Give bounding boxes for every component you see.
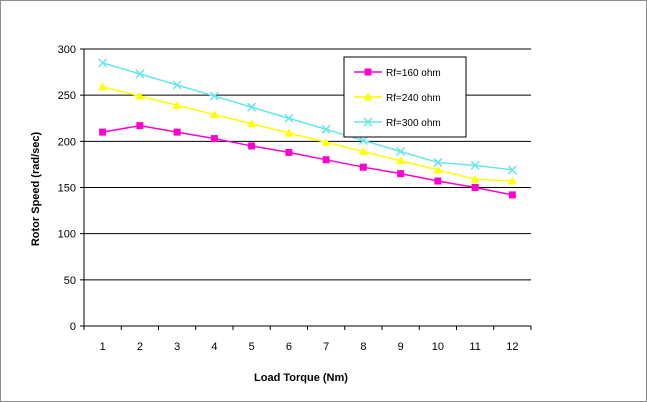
- data-point: [209, 91, 219, 101]
- series-2: [98, 82, 517, 185]
- x-tick-label: 5: [249, 341, 255, 353]
- data-point: [172, 100, 182, 109]
- legend-label: Rf=160 ohm: [386, 68, 441, 79]
- data-point: [284, 113, 294, 123]
- x-tick-label: 7: [323, 341, 329, 353]
- x-tick-label: 9: [398, 341, 404, 353]
- y-tick-label: 150: [58, 183, 76, 195]
- y-tick-label: 200: [58, 136, 76, 148]
- data-point: [358, 146, 368, 155]
- y-tick-label: 250: [58, 90, 76, 102]
- legend-marker: [364, 68, 372, 76]
- data-point: [173, 128, 181, 136]
- x-tick-labels: 1 2 3 4 5 6 7 8 9 10 11 12: [100, 341, 519, 353]
- data-point: [471, 184, 479, 191]
- data-point: [248, 142, 256, 150]
- data-point: [433, 165, 443, 174]
- data-point: [135, 91, 145, 100]
- x-tick-label: 6: [286, 341, 292, 353]
- data-point: [247, 102, 257, 112]
- data-point: [98, 82, 108, 91]
- x-axis-label: Load Torque (Nm): [254, 372, 348, 384]
- y-tick-label: 0: [70, 321, 76, 333]
- data-point: [99, 128, 107, 136]
- legend-item: Rf=300 ohm: [354, 117, 441, 129]
- series-1: [99, 122, 516, 199]
- y-tick-label: 100: [58, 229, 76, 241]
- x-tick-label: 4: [211, 341, 217, 353]
- data-point: [210, 135, 218, 143]
- data-point: [358, 135, 368, 145]
- series-group: [98, 58, 517, 199]
- data-point: [322, 156, 330, 164]
- x-tick-label: 10: [432, 341, 444, 353]
- y-axis-label: Rotor Speed (rad/sec): [30, 132, 42, 247]
- axes: [80, 48, 532, 330]
- data-point: [433, 158, 443, 168]
- series-line: [102, 62, 513, 171]
- legend-marker: [363, 92, 373, 101]
- data-point: [507, 176, 517, 185]
- data-point: [209, 110, 219, 119]
- data-point: [247, 119, 257, 128]
- data-point: [397, 170, 405, 178]
- legend-item: Rf=240 ohm: [354, 92, 441, 104]
- legend-marker: [363, 117, 373, 127]
- series-line: [102, 124, 513, 196]
- data-point: [285, 148, 293, 156]
- gridlines: [84, 48, 531, 281]
- data-point: [396, 156, 406, 165]
- x-tick-label: 12: [506, 341, 518, 353]
- data-point: [284, 128, 294, 137]
- x-tick-label: 2: [137, 341, 143, 353]
- data-point: [136, 122, 144, 130]
- x-tick-label: 11: [469, 341, 480, 353]
- series-line: [102, 86, 513, 182]
- data-point: [172, 80, 182, 90]
- data-point: [396, 146, 406, 157]
- x-tick-label: 1: [100, 341, 106, 353]
- series-3: [98, 58, 517, 175]
- data-point: [321, 137, 331, 146]
- y-tick-label: 50: [64, 275, 76, 287]
- legend-label: Rf=240 ohm: [386, 93, 441, 104]
- data-point: [507, 165, 517, 175]
- y-tick-label: 300: [58, 44, 76, 56]
- data-point: [321, 124, 331, 134]
- legend-label: Rf=300 ohm: [386, 118, 441, 129]
- data-point: [508, 191, 516, 199]
- data-point: [470, 160, 480, 170]
- data-point: [434, 177, 442, 185]
- legend-item: Rf=160 ohm: [354, 68, 441, 79]
- data-point: [470, 174, 480, 183]
- y-tick-labels: 0 50 100 150 200 250 300: [58, 44, 76, 333]
- data-point: [135, 69, 145, 79]
- legend: Rf=160 ohm Rf=240 ohm Rf=300 ohm: [343, 56, 467, 138]
- x-tick-label: 3: [174, 341, 180, 353]
- data-point: [359, 163, 367, 171]
- x-tick-label: 8: [360, 341, 366, 353]
- data-point: [98, 58, 108, 68]
